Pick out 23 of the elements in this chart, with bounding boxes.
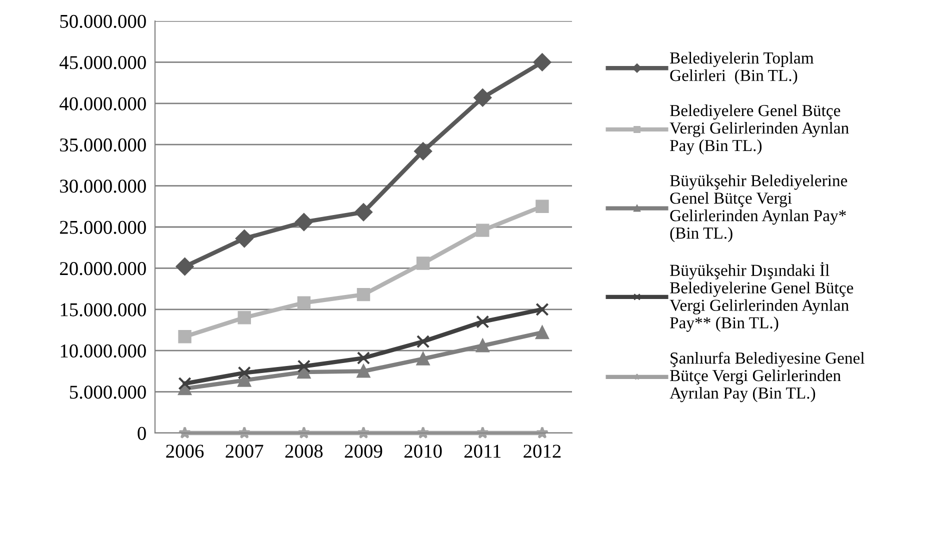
y-tick-label: 40.000.000 (60, 97, 146, 110)
x-tick-label: 2006 (166, 444, 204, 458)
y-tick-label: 0 (138, 426, 146, 440)
y-tick-label: 10.000.000 (60, 344, 146, 358)
y-tick-label: 15.000.000 (60, 303, 146, 316)
x-tick-label: 2007 (226, 444, 264, 458)
legend-label: Şanlıurfa Belediyesine Genel Bütçe Vergi Gelirlerinden Ayrılan Pay (Bin TL.) (670, 352, 864, 402)
y-tick-label: 30.000.000 (60, 180, 146, 193)
y-tick-label: 25.000.000 (60, 220, 146, 234)
y-tick-label: 50.000.000 (60, 14, 146, 28)
y-tick-label: 20.000.000 (60, 262, 146, 276)
y-tick-label: 5.000.000 (70, 386, 146, 399)
y-tick-label: 35.000.000 (60, 138, 146, 152)
x-tick-label: 2008 (285, 444, 323, 458)
legend-label: Büyükşehir Belediyelerine Genel Bütçe Vergi Gelirlerinden Aynlan Pay* (Bin TL.) (670, 174, 848, 242)
x-tick-label: 2011 (464, 444, 501, 458)
x-tick-label: 2009 (344, 444, 382, 458)
x-tick-label: 2010 (404, 444, 442, 458)
x-tick-label: 2012 (524, 444, 561, 458)
legend-label: Belediyelerin Toplam Gelirleri (Bin TL.) (670, 52, 814, 84)
legend-label: Belediyelere Genel Bütçe Vergi Gelirlerinden Aynlan Pay (Bin TL.) (670, 104, 849, 155)
legend-label: Büyükşehir Dışındaki İl Belediyelerine Genel Bütçe Vergi Gelirlerinden Aynlan Pay** (Bin TL.) (670, 262, 854, 332)
y-tick-label: 45.000.000 (60, 56, 146, 70)
